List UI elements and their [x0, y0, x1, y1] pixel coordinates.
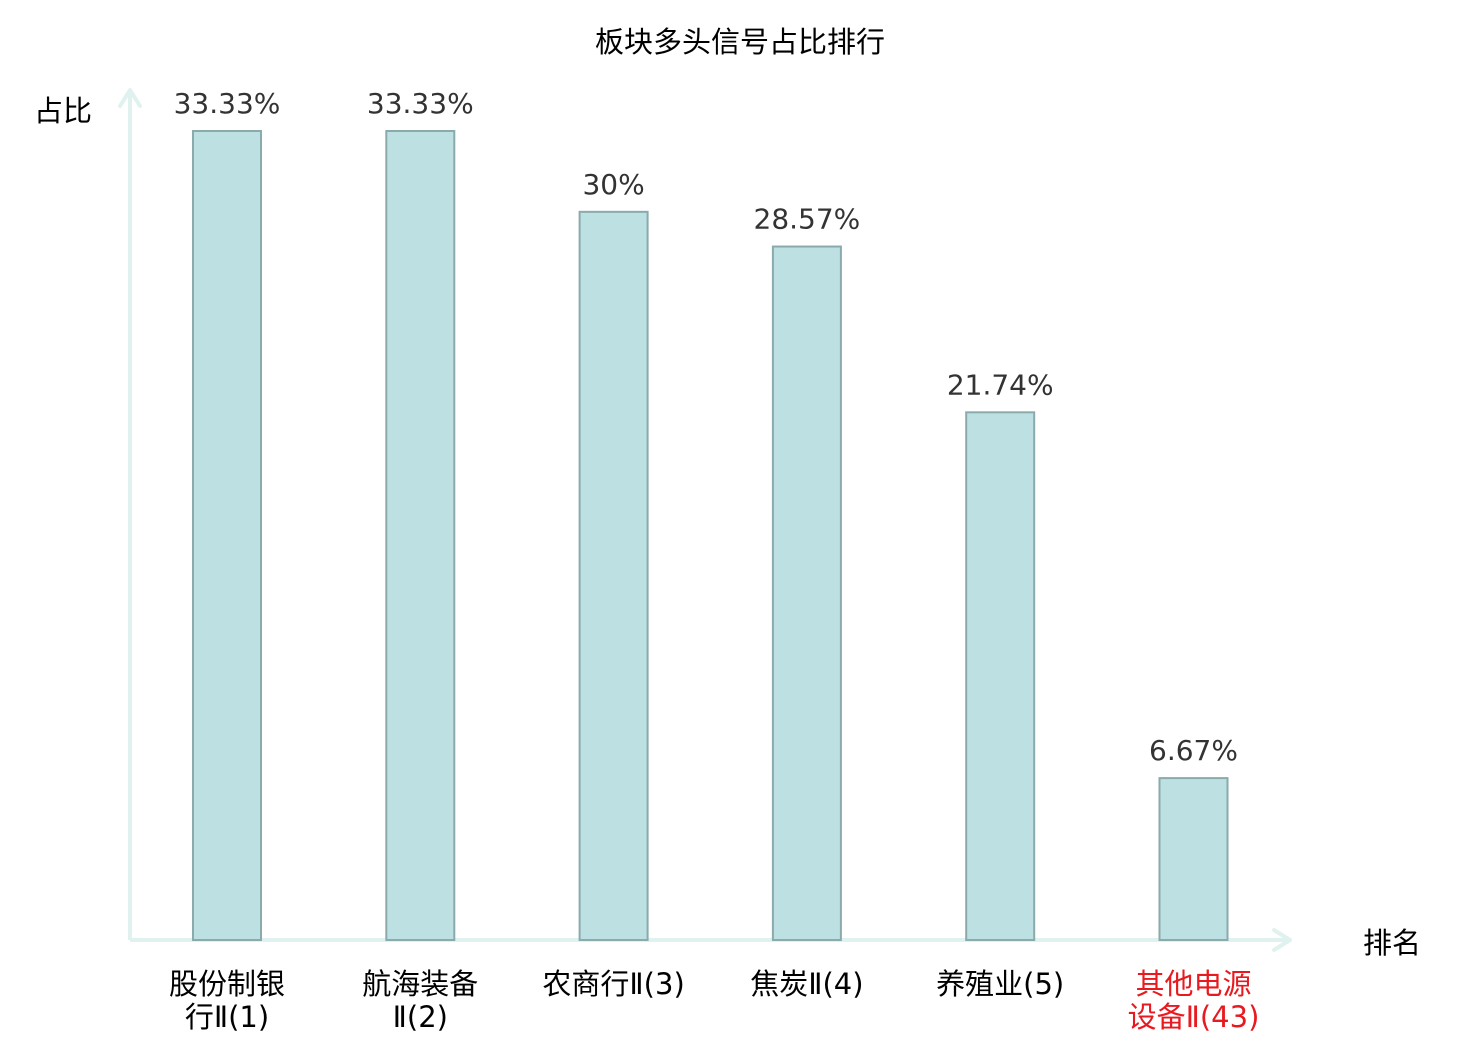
bar [1158, 777, 1229, 941]
category-label: 焦炭Ⅱ(4) [750, 967, 863, 1001]
bars-group [192, 130, 1229, 942]
category-label: 其他电源 [1135, 967, 1251, 1001]
category-label: 农商行Ⅱ(3) [542, 967, 684, 1001]
category-label: 行Ⅱ(1) [185, 1000, 269, 1034]
category-label: Ⅱ(2) [393, 1000, 448, 1034]
bar [192, 130, 262, 941]
category-label: 航海装备 [362, 967, 478, 1001]
bar [965, 411, 1036, 941]
value-label: 33.33% [367, 87, 474, 120]
bar [771, 245, 842, 942]
y-axis-title: 占比 [34, 94, 92, 128]
value-label: 30% [582, 168, 644, 201]
category-label: 设备Ⅱ(43) [1128, 1000, 1260, 1034]
value-labels-group: 33.33% 33.33% 30% 28.57% 21.74% 6.67% [174, 87, 1238, 767]
category-label: 养殖业(5) [936, 967, 1064, 1001]
value-label: 33.33% [174, 87, 281, 120]
bar [578, 210, 649, 941]
y-axis-arrow-icon [118, 88, 142, 108]
value-label: 21.74% [947, 368, 1054, 401]
category-label: 股份制银 [169, 967, 285, 1001]
chart-title: 板块多头信号占比排行 [595, 25, 885, 59]
x-axis-arrow-icon [1272, 928, 1292, 952]
axes [118, 88, 1292, 952]
bar [385, 130, 456, 941]
value-label: 28.57% [754, 203, 861, 236]
x-axis-title: 排名 [1363, 926, 1421, 960]
value-label: 6.67% [1149, 734, 1238, 767]
